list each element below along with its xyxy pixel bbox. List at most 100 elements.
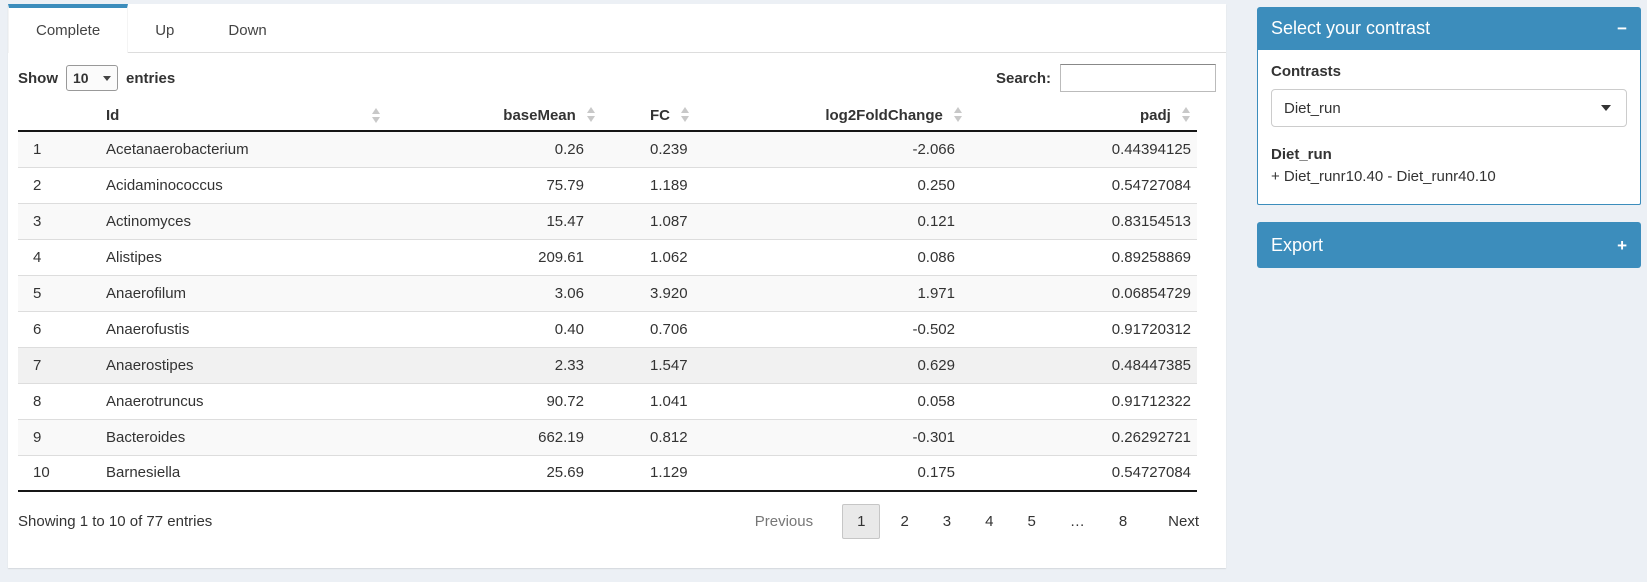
expand-plus-icon[interactable]: + [1617,235,1627,255]
cell-rownum: 5 [18,274,98,311]
sort-icon[interactable] [954,106,963,122]
table-row[interactable]: 1 Acetanaerobacterium 0.26 0.239 -2.066 … [18,131,1197,167]
sort-icon[interactable] [587,106,596,122]
search-input[interactable] [1060,64,1216,92]
table-row[interactable]: 7 Anaerostipes 2.33 1.547 0.629 0.484473… [18,346,1197,383]
chevron-down-icon [1601,105,1611,111]
cell-fc: 1.547 [598,346,758,383]
column-header-basemean[interactable]: baseMean [393,100,598,132]
cell-log2fc: 0.121 [758,202,963,239]
table-row[interactable]: 8 Anaerotruncus 90.72 1.041 0.058 0.9171… [18,382,1197,419]
results-tabbar: Complete Up Down [8,4,1226,53]
cell-fc: 1.087 [598,202,758,239]
table-row[interactable]: 6 Anaerofustis 0.40 0.706 -0.502 0.91720… [18,310,1197,347]
cell-log2fc: -0.301 [758,418,963,455]
tab-down[interactable]: Down [228,21,267,39]
cell-id: Anaerofustis [98,310,393,347]
cell-log2fc: 0.086 [758,238,963,275]
cell-padj: 0.54727084 [963,454,1197,492]
cell-log2fc: 0.175 [758,454,963,492]
chevron-down-icon [103,75,111,81]
cell-basemean: 2.33 [393,346,598,383]
tab-complete[interactable]: Complete [8,4,129,53]
table-row[interactable]: 10 Barnesiella 25.69 1.129 0.175 0.54727… [18,454,1197,492]
column-header-basemean-label: baseMean [503,106,576,124]
cell-log2fc: 0.058 [758,382,963,419]
cell-basemean: 25.69 [393,454,598,492]
pagination-previous[interactable]: Previous [754,513,814,530]
collapse-minus-icon[interactable]: − [1617,19,1627,38]
table-footer: Showing 1 to 10 of 77 entries Previous 1… [18,504,1216,539]
contrast-select-value: Diet_run [1284,99,1341,117]
cell-basemean: 3.06 [393,274,598,311]
sort-icon[interactable] [681,106,690,122]
cell-id: Anaerotruncus [98,382,393,419]
show-label: Show [18,69,58,87]
cell-id: Anaerostipes [98,346,393,383]
contrast-panel-header[interactable]: Select your contrast − [1257,7,1641,50]
entries-label: entries [126,69,176,87]
contrasts-label: Contrasts [1271,63,1342,80]
cell-log2fc: 1.971 [758,274,963,311]
cell-fc: 1.189 [598,166,758,203]
pagination-page-8[interactable]: 8 [1118,513,1128,530]
cell-padj: 0.89258869 [963,238,1197,275]
column-header-fc-label: FC [650,106,670,124]
column-header-id[interactable]: Id [98,100,393,132]
cell-rownum: 10 [18,454,98,492]
contrast-panel: Select your contrast − Contrasts Diet_ru… [1257,7,1641,205]
results-card: Complete Up Down Show 10 entries Search: [8,4,1226,568]
table-row[interactable]: 4 Alistipes 209.61 1.062 0.086 0.8925886… [18,238,1197,275]
pagination-page-2[interactable]: 2 [900,513,909,530]
cell-log2fc: 0.250 [758,166,963,203]
pagination-page-1[interactable]: 1 [842,504,881,539]
page-length-value: 10 [73,70,89,86]
sort-icon[interactable] [372,108,381,123]
column-header-padj[interactable]: padj [963,100,1197,132]
tab-up[interactable]: Up [155,21,175,39]
pagination-ellipsis: … [1069,513,1085,530]
search-control: Search: [996,64,1216,92]
column-header-rownum [18,100,98,132]
cell-id: Acidaminococcus [98,166,393,203]
pagination-page-5[interactable]: 5 [1027,513,1036,530]
page-length-select[interactable]: 10 [66,65,118,91]
cell-fc: 3.920 [598,274,758,311]
cell-id: Acetanaerobacterium [106,140,249,158]
cell-basemean: 662.19 [393,418,598,455]
cell-rownum: 9 [18,418,98,455]
contrast-description-title: Diet_run [1271,146,1332,163]
cell-padj: 0.91720312 [963,310,1197,347]
cell-rownum: 8 [18,382,98,419]
sort-icon[interactable] [1182,106,1191,122]
contrast-description-formula: + Diet_runr10.40 - Diet_runr40.10 [1271,167,1496,185]
column-header-fc[interactable]: FC [598,100,758,132]
cell-fc: 0.812 [598,418,758,455]
cell-id: Barnesiella [98,454,393,492]
table-content: Show 10 entries Search: Id [8,53,1226,539]
pagination-page-4[interactable]: 4 [985,513,994,530]
column-header-log2foldchange[interactable]: log2FoldChange [758,100,963,132]
cell-id: Bacteroides [98,418,393,455]
column-header-id-label: Id [106,106,120,124]
pagination-page-3[interactable]: 3 [942,513,952,530]
cell-rownum: 2 [18,166,98,203]
contrast-panel-body: Contrasts Diet_run Diet_run + Diet_runr1… [1257,50,1641,205]
cell-basemean: 15.47 [393,202,598,239]
table-row[interactable]: 3 Actinomyces 15.47 1.087 0.121 0.831545… [18,202,1197,239]
cell-id: Alistipes [98,238,393,275]
cell-fc: 1.041 [598,382,758,419]
export-panel-header[interactable]: Export + [1257,222,1641,268]
cell-rownum: 6 [18,310,98,347]
cell-fc: 1.062 [598,238,758,275]
table-row[interactable]: 9 Bacteroides 662.19 0.812 -0.301 0.2629… [18,418,1197,455]
table-row[interactable]: 5 Anaerofilum 3.06 3.920 1.971 0.0685472… [18,274,1197,311]
results-table: Id baseMean FC log2FoldChange [18,100,1197,492]
pagination-next[interactable]: Next [1168,513,1199,530]
cell-fc: 0.706 [598,310,758,347]
table-row[interactable]: 2 Acidaminococcus 75.79 1.189 0.250 0.54… [18,166,1197,203]
contrast-select[interactable]: Diet_run [1271,89,1627,127]
column-header-log2foldchange-label: log2FoldChange [825,106,943,124]
cell-fc: 0.239 [650,140,688,158]
table-controls: Show 10 entries Search: [18,64,1216,92]
